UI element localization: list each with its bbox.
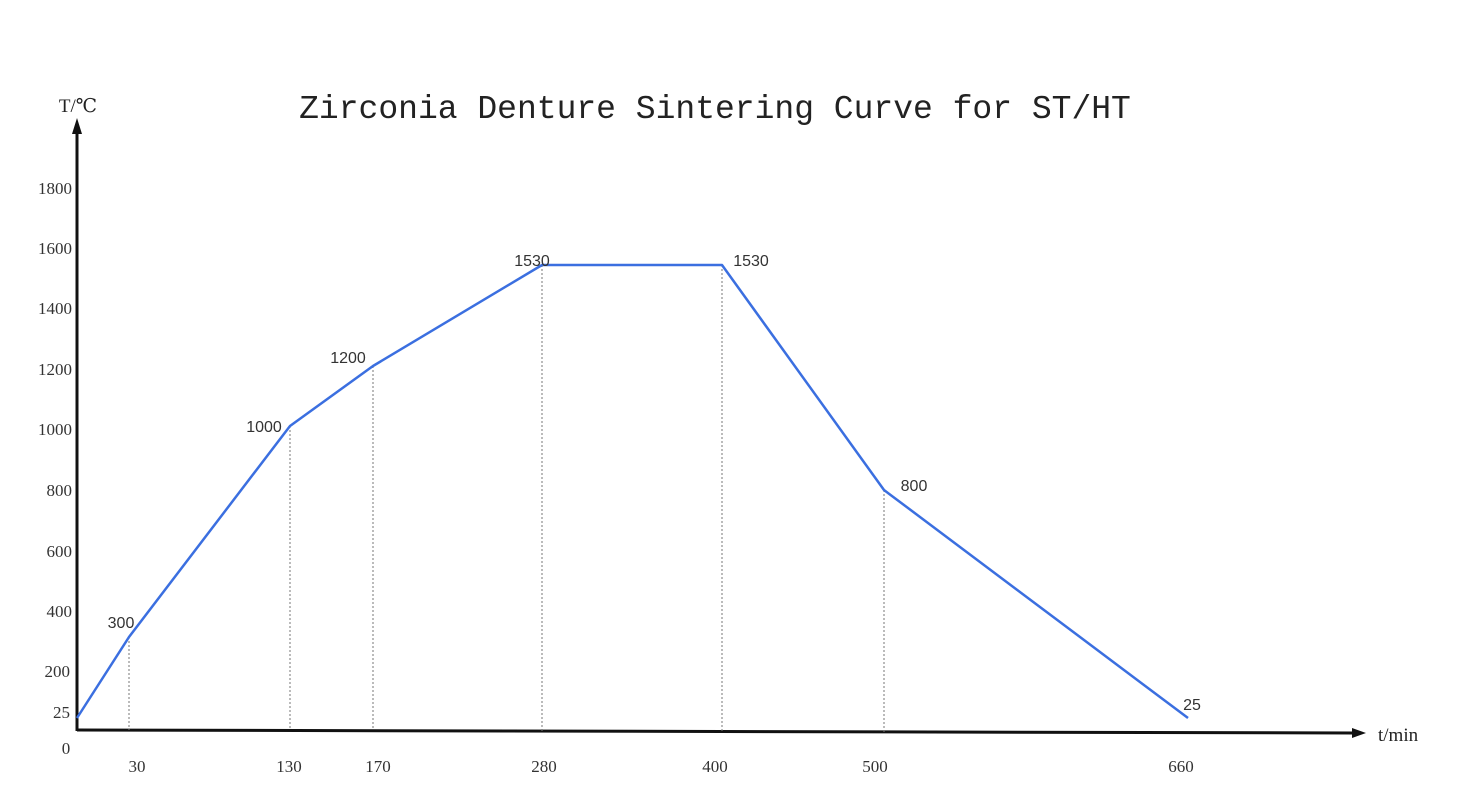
x-tick: 170 (365, 757, 391, 776)
x-tick: 30 (129, 757, 146, 776)
chart-title: Zirconia Denture Sintering Curve for ST/… (299, 91, 1131, 128)
y-tick: 1800 (38, 179, 72, 198)
point-label: 1530 (733, 253, 769, 270)
guide-lines (128, 265, 885, 732)
y-tick: 400 (47, 602, 73, 621)
x-tick: 660 (1168, 757, 1194, 776)
point-label: 1000 (246, 419, 282, 436)
point-label: 25 (1183, 697, 1201, 714)
point-label: 1200 (330, 350, 366, 367)
x-axis-arrow-icon (1352, 728, 1366, 738)
y-axis-arrow-icon (72, 118, 82, 134)
y-tick: 200 (45, 662, 71, 681)
y-tick: 1400 (38, 299, 72, 318)
y-tick: 800 (47, 481, 73, 500)
point-label: 800 (901, 478, 928, 495)
y-tick: 1000 (38, 420, 72, 439)
point-label: 300 (108, 615, 135, 632)
x-tick: 400 (702, 757, 728, 776)
x-tick: 280 (531, 757, 557, 776)
x-axis: t/min (76, 725, 1419, 746)
y-tick: 1600 (38, 239, 72, 258)
y-tick-labels: 1800 1600 1400 1200 1000 800 600 400 200… (38, 179, 72, 758)
y-tick-origin: 0 (62, 739, 71, 758)
x-tick: 130 (276, 757, 302, 776)
x-tick: 500 (862, 757, 888, 776)
y-axis: T/℃ (59, 96, 97, 731)
y-tick: 1200 (38, 360, 72, 379)
sintering-curve-line (75, 263, 1189, 719)
x-axis-label: t/min (1378, 725, 1419, 746)
x-tick-labels: 30 130 170 280 400 500 660 (129, 757, 1194, 776)
point-label: 1530 (514, 253, 550, 270)
y-tick: 25 (53, 703, 70, 722)
point-labels: 300 1000 1200 1530 1530 800 25 (108, 253, 1201, 714)
y-axis-label: T/℃ (59, 96, 97, 117)
y-tick: 600 (47, 542, 73, 561)
